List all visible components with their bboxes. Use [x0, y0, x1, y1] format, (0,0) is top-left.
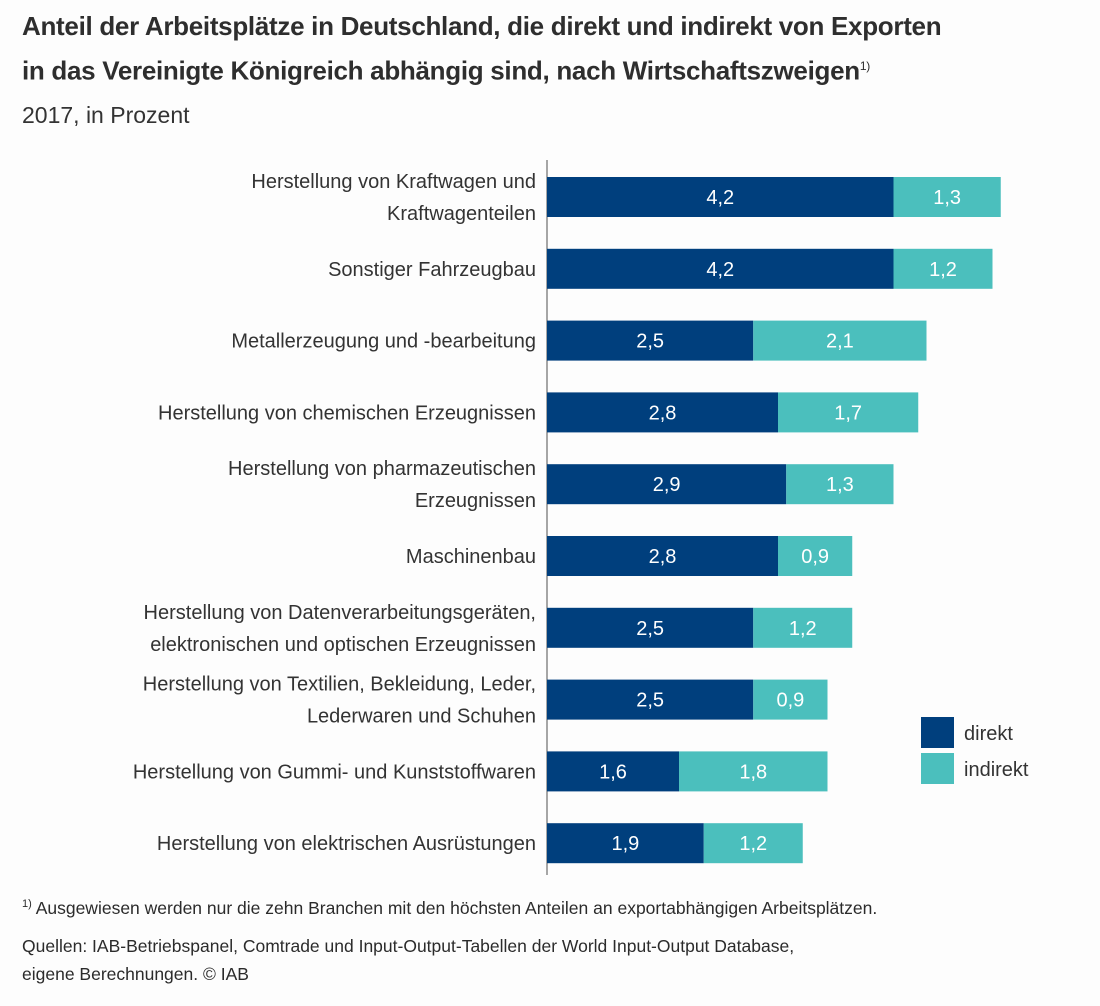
legend-swatch-indirekt — [921, 753, 954, 784]
bar-indirekt — [753, 679, 828, 720]
category-label: Metallerzeugung und -bearbeitung — [231, 331, 536, 353]
title-line-1: Anteil der Arbeitsplätze in Deutschland,… — [22, 11, 942, 41]
value-label-indirekt: 2,1 — [826, 331, 854, 353]
category-label: Herstellung von Kraftwagen und — [251, 171, 536, 193]
bar-indirekt — [778, 536, 853, 576]
chart-title: Anteil der Arbeitsplätze in Deutschland,… — [22, 6, 1082, 91]
value-label-indirekt: 1,3 — [826, 474, 854, 496]
value-label-direkt: 4,2 — [706, 259, 734, 281]
category-label: Herstellung von elektrischen Ausrüstunge… — [157, 833, 536, 855]
value-label-direkt: 2,8 — [649, 402, 677, 424]
legend: direkt indirekt — [921, 717, 1029, 784]
value-label-indirekt: 1,7 — [834, 402, 862, 424]
footnote-text: Ausgewiesen werden nur die zehn Branchen… — [35, 898, 878, 918]
bar-direkt — [547, 177, 894, 217]
bars-group: Herstellung von Kraftwagen und Kraftwagen… — [133, 171, 1001, 864]
sources-line-2: eigene Berechnungen. © IAB — [22, 964, 249, 984]
value-label-direkt: 2,5 — [636, 618, 664, 640]
value-label-direkt: 2,8 — [649, 546, 677, 568]
value-label-direkt: 4,2 — [706, 187, 734, 209]
category-label: elektronischen und optischen Erzeugnisse… — [150, 634, 536, 656]
footnote: 1) Ausgewiesen werden nur die zehn Branc… — [22, 898, 877, 919]
bar-indirekt — [893, 248, 993, 289]
category-label: Herstellung von Datenverarbeitungsgeräte… — [144, 602, 536, 624]
value-label-direkt: 2,9 — [653, 474, 681, 496]
category-label: Lederwaren und Schuhen — [307, 706, 536, 728]
value-label-indirekt: 0,9 — [801, 546, 829, 568]
value-label-direkt: 2,5 — [636, 331, 664, 353]
bar-direkt — [547, 751, 679, 792]
category-label: Herstellung von chemischen Erzeugnissen — [158, 402, 536, 424]
bar-chart: Herstellung von Kraftwagen und Kraftwagen… — [133, 160, 1029, 875]
bar-indirekt — [786, 464, 894, 505]
value-label-direkt: 2,5 — [636, 690, 664, 712]
sources: Quellen: IAB-Betriebspanel, Comtrade und… — [22, 932, 1082, 988]
value-label-indirekt: 1,2 — [739, 833, 767, 855]
bar-direkt — [547, 607, 754, 648]
value-label-indirekt: 1,2 — [929, 259, 957, 281]
value-label-indirekt: 1,8 — [739, 761, 767, 783]
category-label: Kraftwagenteilen — [387, 203, 536, 225]
category-label: Erzeugnissen — [415, 490, 536, 512]
bar-direkt — [547, 464, 787, 505]
bar-indirekt — [703, 823, 803, 864]
sources-line-1: Quellen: IAB-Betriebspanel, Comtrade und… — [22, 936, 795, 956]
value-label-direkt: 1,6 — [599, 761, 627, 783]
chart-subtitle: 2017, in Prozent — [22, 102, 190, 128]
bar-direkt — [547, 679, 754, 720]
title-line-2: in das Vereinigte Königreich abhängig si… — [22, 55, 860, 86]
bar-indirekt — [753, 607, 853, 648]
value-label-indirekt: 1,2 — [789, 618, 817, 640]
bar-indirekt — [679, 751, 828, 792]
title-footnote-mark: 1) — [859, 59, 870, 73]
bar-direkt — [547, 536, 778, 576]
category-label: Herstellung von Gummi- und Kunststoffwar… — [133, 761, 536, 783]
category-label: Sonstiger Fahrzeugbau — [328, 259, 536, 281]
bar-direkt — [547, 248, 894, 289]
bar-direkt — [547, 823, 704, 864]
category-label: Herstellung von pharmazeutischen — [228, 458, 536, 480]
category-label: Herstellung von Textilien, Bekleidung, L… — [143, 674, 536, 696]
legend-label-indirekt: indirekt — [964, 759, 1029, 781]
category-label: Maschinenbau — [406, 546, 536, 568]
bar-indirekt — [893, 177, 1001, 217]
value-label-direkt: 1,9 — [611, 833, 639, 855]
bar-indirekt — [753, 320, 927, 361]
value-label-indirekt: 0,9 — [776, 690, 804, 712]
bar-indirekt — [778, 392, 919, 433]
legend-label-direkt: direkt — [964, 723, 1013, 745]
legend-swatch-direkt — [921, 717, 954, 748]
bar-direkt — [547, 320, 754, 361]
footnote-mark: 1) — [22, 898, 32, 911]
bar-direkt — [547, 392, 778, 433]
value-label-indirekt: 1,3 — [933, 187, 961, 209]
